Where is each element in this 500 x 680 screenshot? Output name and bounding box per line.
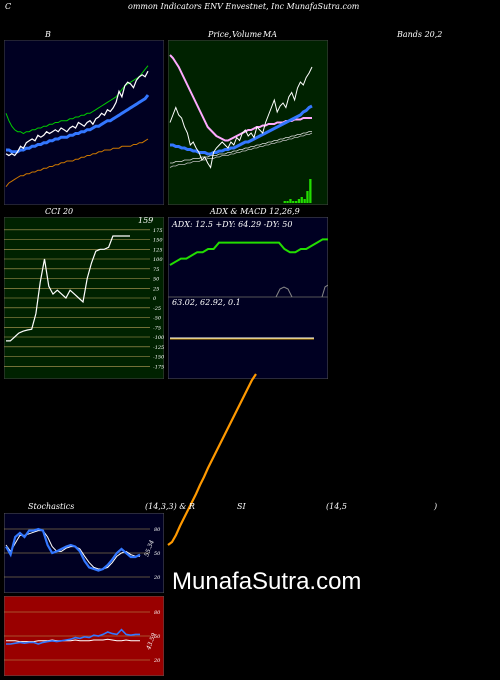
volume-bar xyxy=(295,201,298,203)
ma-slow-line xyxy=(170,131,312,164)
cci-tick-label: -125 xyxy=(153,345,164,351)
orange-trend-path xyxy=(167,373,257,546)
cci-tick-label: -150 xyxy=(153,355,164,361)
rsi-tick-label: 50 xyxy=(154,634,161,640)
cci-line xyxy=(6,235,130,342)
cci-tick-label: 25 xyxy=(152,286,159,292)
volume-bar xyxy=(286,201,289,203)
volume-bar xyxy=(306,191,309,203)
cci-tick-label: -175 xyxy=(153,364,164,370)
cci-tick-label: -25 xyxy=(153,306,161,312)
price-ma-chart xyxy=(168,40,328,205)
rsi-white-line xyxy=(6,638,140,643)
watermark: MunafaSutra.com xyxy=(172,568,362,595)
cci-latest-label: 159 xyxy=(138,217,153,225)
macd-chart: 63.02, 62.92, 0.1 xyxy=(168,297,328,379)
bands-label: Bands 20,2 xyxy=(397,30,443,39)
ma-fast-line xyxy=(170,104,313,156)
rsi-close: ) xyxy=(434,502,438,511)
stoch-label: Stochastics xyxy=(28,502,75,511)
stoch-tick-label: 20 xyxy=(153,575,161,581)
cci-tick-label: -50 xyxy=(153,316,162,322)
rsi-blue-line xyxy=(6,628,140,645)
cci-label: CCI 20 xyxy=(45,207,74,216)
stoch-params: (14,3,3) & R xyxy=(145,502,195,511)
bb-lower-line xyxy=(5,138,149,188)
bollinger-chart xyxy=(4,40,164,205)
volume-bar xyxy=(309,179,312,203)
price-label: Price, xyxy=(208,30,232,39)
rsi-params: (14,5 xyxy=(326,502,347,511)
ma-label: MA xyxy=(263,30,277,39)
bollinger-bg xyxy=(4,40,164,205)
volume-bar xyxy=(289,199,292,203)
cci-tick-label: 75 xyxy=(153,267,159,273)
stoch-k-line xyxy=(5,527,141,572)
adx-minus-di-line xyxy=(275,286,293,297)
adx-text: ADX: 12.5 +DY: 64.29 -DY: 50 xyxy=(171,220,292,229)
cci-tick-label: 175 xyxy=(153,228,163,234)
adx-minus-di-line-2 xyxy=(321,284,328,297)
orange-trend-line xyxy=(167,373,257,546)
cci-tick-label: -75 xyxy=(153,325,161,331)
cci-tick-label: 0 xyxy=(153,296,157,302)
cci-tick-label: 100 xyxy=(153,257,163,263)
bb-price-line xyxy=(5,70,149,157)
volume-bar xyxy=(303,199,306,203)
price-ma-bg xyxy=(168,40,328,205)
header-title: ommon Indicators ENV Envestnet, Inc Muna… xyxy=(128,2,360,11)
volume-bar xyxy=(283,201,286,203)
volume-bar xyxy=(292,201,295,203)
stoch-tick-label: 50 xyxy=(154,551,161,557)
bb-middle-line xyxy=(6,94,150,154)
rsi-tick-label: 80 xyxy=(154,610,161,616)
volume-bar xyxy=(297,199,301,203)
cci-chart: 175 150 125 100 75 50 25 0 -25 -50 -75 -100 -125 -150… xyxy=(4,217,164,379)
header-c: C xyxy=(5,2,12,11)
price-line xyxy=(169,66,313,169)
adx-macd-label: ADX & MACD 12,26,9 xyxy=(210,207,300,216)
cci-tick-label: 125 xyxy=(153,247,163,253)
adx-bg xyxy=(168,217,328,297)
rsi-tick-label: 20 xyxy=(153,658,161,664)
cci-tick-label: 50 xyxy=(153,277,160,283)
si-label: SI xyxy=(237,502,246,511)
macd-text: 63.02, 62.92, 0.1 xyxy=(172,298,241,307)
cci-tick-label: 150 xyxy=(153,238,163,244)
stoch-tick-label: 80 xyxy=(154,527,161,533)
volume-label: Volume xyxy=(232,30,262,39)
adx-line xyxy=(169,238,328,266)
ma-long-line xyxy=(169,132,313,168)
adx-chart: ADX: 12.5 +DY: 64.29 -DY: 50 xyxy=(168,217,328,297)
bollinger-label: B xyxy=(45,30,51,39)
cci-tick-label: -100 xyxy=(153,335,164,341)
volume-bar xyxy=(300,197,303,203)
